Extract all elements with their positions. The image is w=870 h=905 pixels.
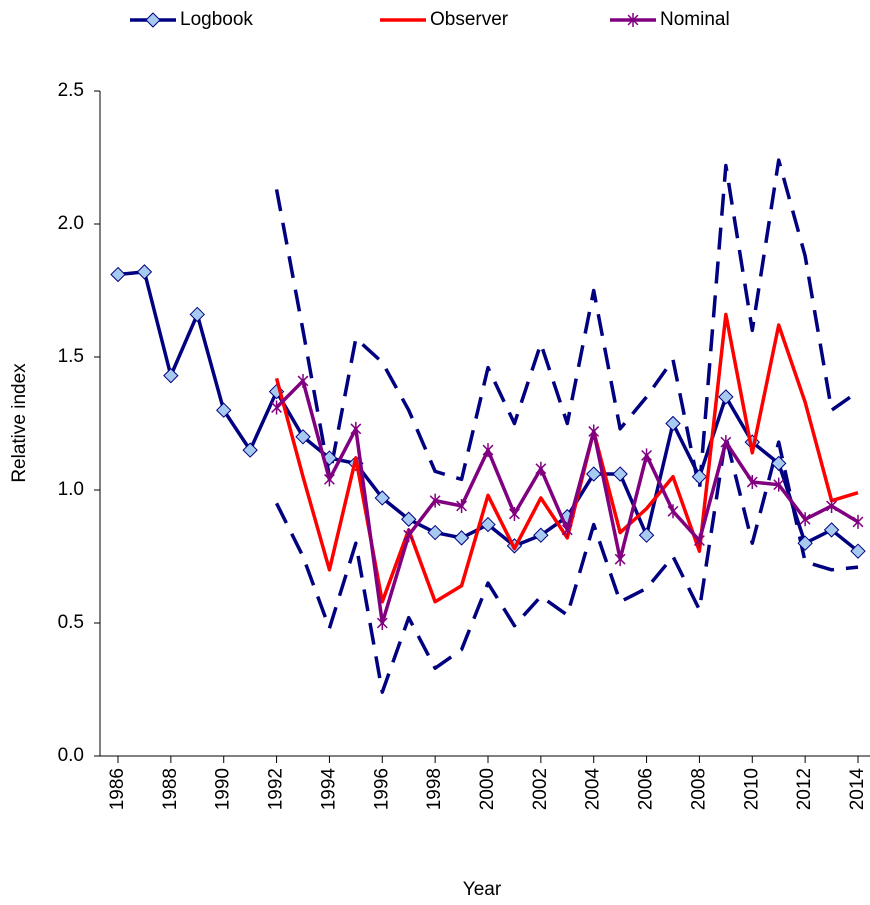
point [586, 466, 602, 482]
point [242, 442, 258, 458]
y-tick-label: 1.0 [58, 479, 84, 500]
x-tick-label: 1990 [213, 768, 234, 810]
x-tick-label: 1988 [160, 768, 181, 810]
x-tick-label: 1996 [371, 768, 392, 810]
point [297, 373, 309, 388]
x-tick-label: 2002 [530, 768, 551, 810]
point [852, 514, 864, 529]
y-tick-label: 0.5 [58, 612, 84, 633]
x-tick-label: 2010 [741, 768, 762, 810]
interval-line [275, 435, 859, 694]
point [374, 490, 390, 506]
point [427, 524, 443, 541]
x-axis-title: Year [463, 879, 502, 900]
point [535, 461, 547, 476]
x-tick-label: 2014 [847, 768, 868, 811]
point [376, 616, 388, 630]
legend-label: Nominal [660, 9, 730, 30]
y-axis-title: Relative index [9, 363, 30, 483]
point [799, 512, 811, 527]
point [850, 543, 866, 559]
point [561, 522, 573, 537]
x-tick-label: 2006 [636, 768, 657, 810]
point [163, 367, 179, 384]
point [456, 498, 468, 513]
point [612, 466, 628, 482]
point [453, 530, 470, 546]
point [403, 528, 415, 543]
point [429, 493, 441, 508]
point [189, 306, 205, 323]
x-tick-label: 2008 [688, 768, 709, 810]
y-tick-label: 2.0 [58, 213, 84, 234]
point [665, 415, 681, 432]
point [614, 552, 626, 567]
x-tick-label: 2000 [477, 768, 498, 810]
x-tick-label: 2012 [794, 768, 815, 810]
point [482, 443, 494, 458]
point [746, 475, 758, 490]
point [295, 429, 311, 445]
x-tick-label: 1992 [266, 768, 287, 810]
point [641, 448, 653, 463]
point [797, 535, 813, 551]
y-tick-label: 2.5 [58, 80, 84, 101]
point [588, 424, 600, 439]
legend-label: Observer [430, 9, 509, 30]
y-tick-label: 1.5 [58, 346, 84, 367]
point [323, 472, 335, 487]
point [773, 477, 785, 492]
point [480, 516, 496, 533]
point [720, 435, 732, 450]
point [533, 527, 549, 543]
point [823, 522, 840, 538]
point [216, 402, 232, 418]
point [771, 455, 787, 472]
interval-line [274, 158, 860, 492]
point [508, 506, 520, 521]
point [718, 389, 734, 405]
y-tick-label: 0.0 [58, 745, 84, 766]
legend-label: Logbook [180, 9, 253, 30]
point [271, 400, 283, 415]
point [826, 498, 838, 513]
x-tick-label: 1986 [107, 768, 128, 810]
legend-marker [145, 12, 161, 28]
point [693, 533, 705, 548]
legend-marker [627, 13, 639, 27]
point [691, 468, 708, 485]
x-tick-label: 1998 [424, 768, 445, 810]
point [667, 504, 679, 519]
point [638, 527, 655, 543]
point [110, 266, 126, 283]
point [350, 421, 362, 436]
x-tick-label: 2004 [583, 768, 604, 811]
x-tick-label: 1994 [318, 768, 339, 811]
point [401, 511, 417, 527]
point [136, 264, 153, 280]
